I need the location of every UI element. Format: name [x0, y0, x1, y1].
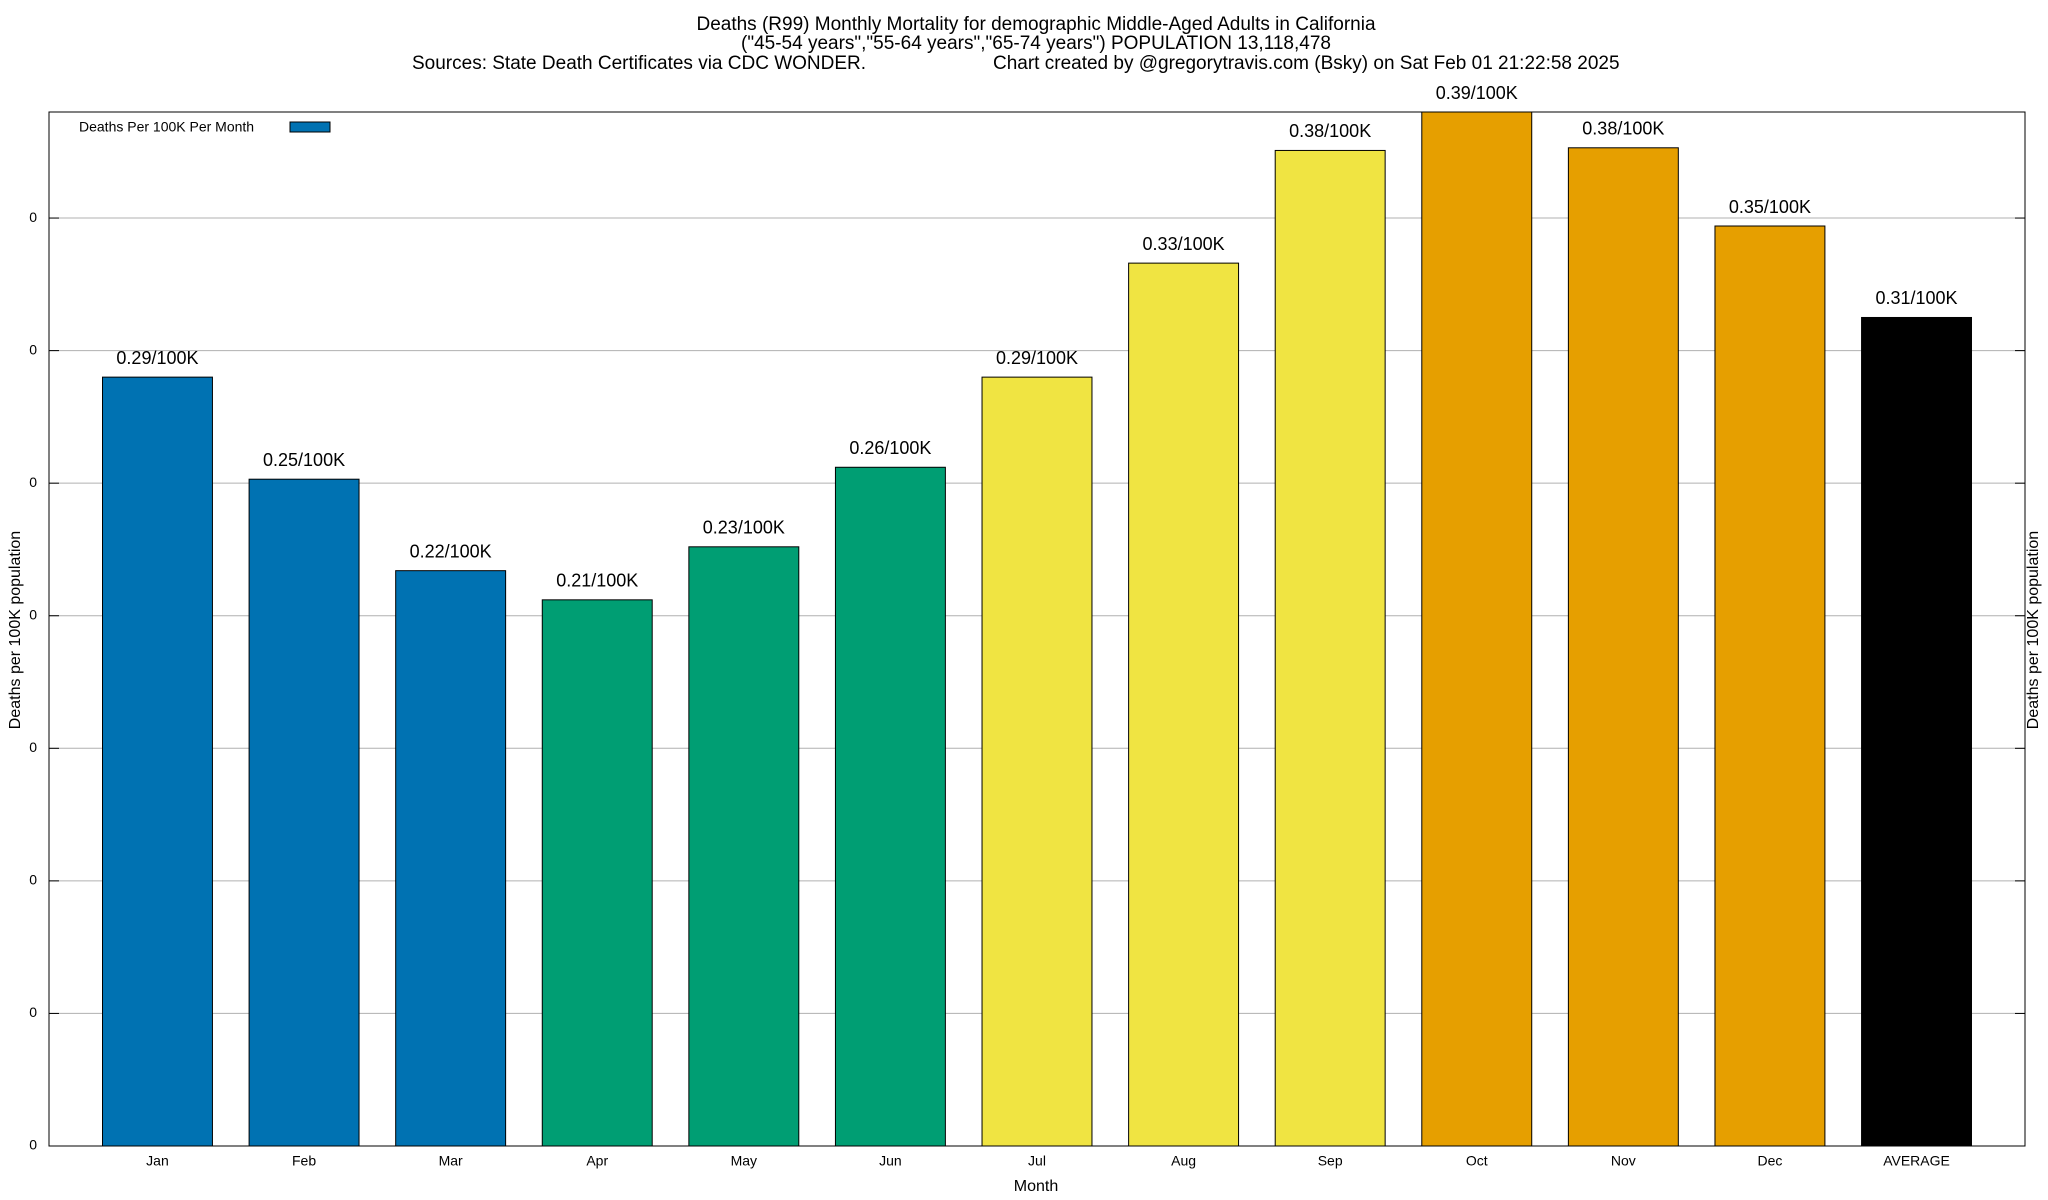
value-label: 0.29/100K [996, 348, 1078, 368]
y-tick-label: 0 [29, 474, 37, 490]
value-label: 0.31/100K [1875, 288, 1957, 308]
y2-axis-label: Deaths per 100K population [2025, 531, 2042, 729]
y-axis-label: Deaths per 100K population [7, 531, 24, 729]
x-tick-label: Apr [586, 1153, 608, 1169]
x-tick-label: Aug [1171, 1153, 1196, 1169]
x-tick-label: Sep [1318, 1153, 1343, 1169]
y-tick-label: 0 [29, 341, 37, 357]
value-label: 0.23/100K [703, 518, 785, 538]
bar [1274, 149, 1386, 1147]
x-tick-label: Mar [439, 1153, 463, 1169]
bar [1421, 111, 1533, 1147]
x-axis-label: Month [1014, 1178, 1058, 1195]
x-tick-label: Oct [1466, 1153, 1488, 1169]
x-tick-label: Jan [146, 1153, 169, 1169]
x-tick-label: Dec [1757, 1153, 1782, 1169]
bar [395, 570, 507, 1147]
bar [688, 546, 800, 1147]
legend-label: Deaths Per 100K Per Month [79, 119, 254, 135]
chart-title: Deaths (R99) Monthly Mortality for demog… [696, 14, 1375, 35]
bar [102, 376, 213, 1147]
bar [1714, 225, 1826, 1147]
value-label: 0.21/100K [556, 571, 638, 591]
bar [1861, 316, 1972, 1147]
value-label: 0.38/100K [1289, 121, 1371, 141]
value-label: 0.33/100K [1143, 234, 1225, 254]
x-tick-label: Jul [1028, 1153, 1046, 1169]
value-label: 0.38/100K [1582, 119, 1664, 139]
bar [541, 599, 653, 1147]
x-tick-label: Nov [1611, 1153, 1636, 1169]
x-tick-label: AVERAGE [1883, 1153, 1950, 1169]
value-label: 0.26/100K [849, 438, 931, 458]
value-label: 0.39/100K [1436, 83, 1518, 103]
legend-swatch [289, 121, 331, 133]
x-tick-label: Jun [879, 1153, 902, 1169]
y-tick-label: 0 [29, 872, 37, 888]
bar [248, 478, 360, 1147]
y-tick-label: 0 [29, 739, 37, 755]
y-tick-label: 0 [29, 1137, 37, 1153]
y-tick-label: 0 [29, 209, 37, 225]
y-tick-label: 0 [29, 1004, 37, 1020]
bar [981, 376, 1093, 1147]
chart-subtitle: ("45-54 years","55-64 years","65-74 year… [741, 33, 1331, 54]
source-note: Sources: State Death Certificates via CD… [412, 53, 866, 74]
credit-note: Chart created by @gregorytravis.com (Bsk… [993, 53, 1620, 74]
bar [1567, 147, 1679, 1147]
x-tick-label: May [731, 1153, 757, 1169]
value-label: 0.25/100K [263, 450, 345, 470]
x-tick-label: Feb [292, 1153, 316, 1169]
value-label: 0.22/100K [410, 541, 492, 561]
value-label: 0.35/100K [1729, 197, 1811, 217]
value-label: 0.29/100K [116, 348, 198, 368]
y-tick-label: 0 [29, 606, 37, 622]
bar [1128, 262, 1240, 1147]
bar [834, 466, 946, 1147]
